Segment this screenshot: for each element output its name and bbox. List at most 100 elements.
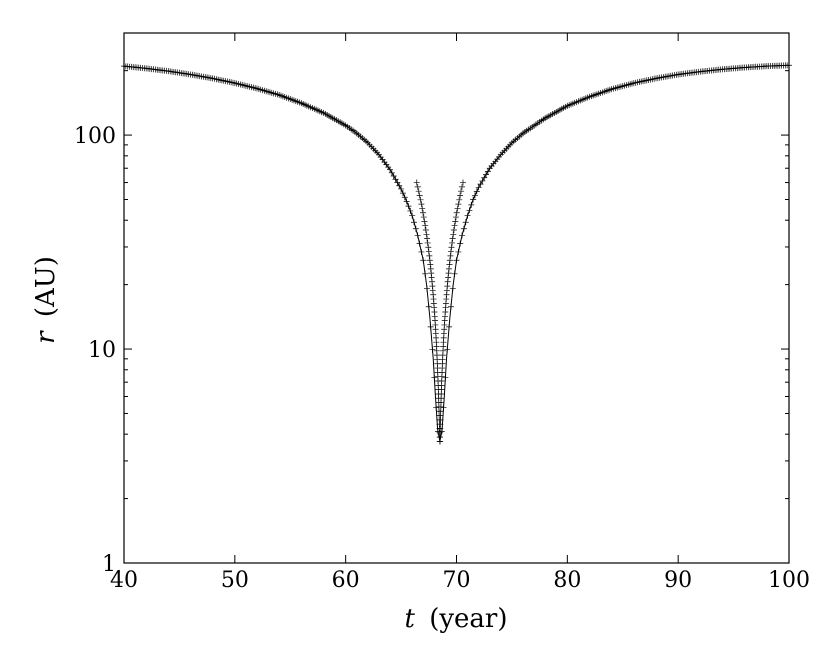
series-marker	[454, 205, 461, 212]
series-marker	[477, 181, 484, 188]
series-marker	[429, 283, 436, 290]
series-marker	[453, 257, 460, 264]
series-marker	[429, 287, 436, 294]
series-marker	[447, 303, 454, 310]
x-tick-label: 60	[332, 568, 360, 593]
series-marker	[424, 239, 431, 246]
series-line	[123, 64, 790, 442]
series-marker	[420, 209, 427, 216]
series-marker	[473, 188, 480, 195]
x-axis-var: t	[404, 604, 415, 634]
series-marker	[422, 227, 429, 234]
x-tick-label: 50	[221, 568, 249, 593]
series-marker	[457, 240, 464, 247]
series-marker	[444, 346, 451, 353]
y-tick-label: 1	[102, 552, 116, 577]
series-marker	[453, 209, 460, 216]
series-marker	[417, 196, 424, 203]
series-layer	[121, 62, 792, 445]
series-marker	[399, 190, 406, 197]
series-marker	[479, 177, 486, 184]
series-marker	[428, 274, 435, 281]
series-marker	[440, 404, 447, 411]
series-marker	[427, 323, 434, 330]
series-marker	[416, 240, 423, 247]
series-marker	[468, 201, 475, 208]
series-marker	[452, 218, 459, 225]
x-axis-unit: (year)	[429, 604, 507, 634]
series-marker	[418, 201, 425, 208]
series-marker	[451, 270, 458, 277]
series-marker	[431, 374, 438, 381]
series-marker	[443, 291, 450, 298]
series-marker	[425, 248, 432, 255]
series-marker	[484, 168, 491, 175]
series-marker	[427, 261, 434, 268]
series-marker	[424, 235, 431, 242]
x-tick-label: 40	[110, 568, 138, 593]
series-marker	[426, 257, 433, 264]
series-marker	[450, 227, 457, 234]
series-marker	[419, 205, 426, 212]
series-marker	[433, 404, 440, 411]
ticks-layer	[123, 32, 790, 564]
series-marker	[412, 225, 419, 232]
series-marker	[446, 261, 453, 268]
series-marker	[471, 192, 478, 199]
series-marker	[422, 222, 429, 229]
series-marker	[448, 244, 455, 251]
series-marker	[429, 278, 436, 285]
series-marker	[420, 257, 427, 264]
series-marker	[421, 218, 428, 225]
series-marker	[464, 212, 471, 219]
series-marker	[458, 183, 465, 190]
series-marker	[456, 196, 463, 203]
series-marker	[403, 198, 410, 205]
series-marker	[483, 171, 490, 178]
series-marker	[446, 323, 453, 330]
series-marker	[462, 219, 469, 226]
series-marker	[423, 285, 430, 292]
series-marker	[446, 257, 453, 264]
y-axis-var: r	[31, 330, 61, 344]
series-marker	[388, 169, 395, 176]
series-marker	[394, 179, 401, 186]
series-marker	[418, 248, 425, 255]
series-marker	[457, 192, 464, 199]
series-marker	[451, 222, 458, 229]
series-marker	[466, 207, 473, 214]
series-marker	[427, 265, 434, 272]
series-marker	[425, 244, 432, 251]
series-marker	[460, 225, 467, 232]
series-marker	[396, 182, 403, 189]
y-tick-label: 10	[88, 338, 116, 363]
series-marker	[430, 291, 437, 298]
series-marker	[429, 346, 436, 353]
series-marker	[398, 185, 405, 192]
series-marker	[449, 239, 456, 246]
series-marker	[425, 303, 432, 310]
series-marker	[445, 270, 452, 277]
series-marker	[420, 214, 427, 221]
y-axis-label: r (AU)	[31, 256, 61, 344]
series-marker	[459, 179, 466, 186]
series-marker	[407, 207, 414, 214]
series-marker	[428, 270, 435, 277]
series-marker	[444, 283, 451, 290]
series-marker	[387, 166, 393, 173]
series-marker	[445, 274, 452, 281]
series-marker	[470, 196, 477, 203]
series-marker	[416, 192, 423, 199]
series-marker	[444, 278, 451, 285]
x-tick-label: 100	[768, 568, 810, 593]
series-marker	[390, 173, 397, 180]
series-marker	[452, 214, 459, 221]
series-marker	[405, 203, 412, 210]
series-marker	[415, 188, 422, 195]
series-marker	[475, 184, 482, 191]
series-marker	[447, 248, 454, 255]
series-marker	[409, 212, 416, 219]
y-axis-unit: (AU)	[31, 256, 61, 317]
x-tick-label: 70	[443, 568, 471, 593]
